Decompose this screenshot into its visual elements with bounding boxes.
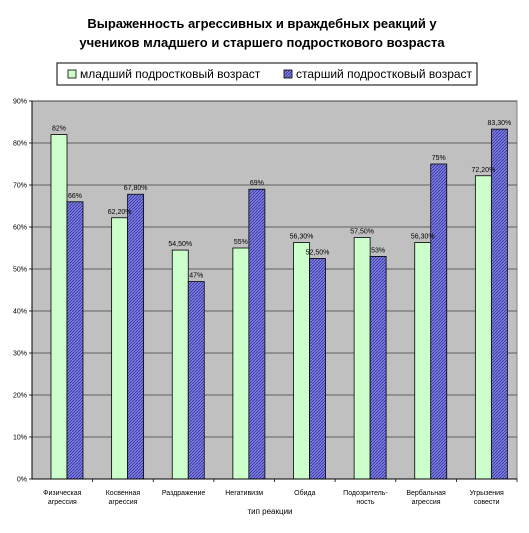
bar-s2-1 — [66, 201, 84, 480]
x-category-label-2-2: агрессия — [108, 499, 137, 506]
bar-s1-5 — [293, 242, 310, 480]
bar-s2-6 — [369, 255, 387, 480]
bar-s2-8 — [490, 128, 508, 480]
bar-s2-7 — [430, 163, 448, 480]
bar-s1-1 — [50, 134, 68, 480]
bar-s1-8 — [474, 175, 492, 480]
y-tick-label-6: 60% — [13, 225, 27, 232]
data-label-s1-7: 56,30% — [411, 234, 435, 241]
data-label-s1-4: 55% — [234, 239, 248, 246]
data-label-s1-5: 56,30% — [290, 234, 314, 241]
legend-label-series-2: старший подростковый возраст — [296, 67, 473, 81]
y-tick-label-3: 30% — [13, 351, 27, 358]
data-label-s1-1: 82% — [52, 126, 66, 133]
x-axis: Физическая агрессия Косвенная агрессия Раздр… — [32, 478, 518, 506]
legend-frame — [56, 62, 478, 86]
y-tick-label-2: 20% — [13, 393, 27, 400]
x-category-label-3-1: Раздражение — [162, 490, 206, 497]
chart-title-line-1: Выраженность агрессивных и враждебных ре… — [87, 16, 437, 31]
x-category-label-8-1: Угрызения — [470, 490, 504, 497]
y-tick-label-5: 50% — [13, 267, 27, 274]
data-label-s2-4: 69% — [250, 180, 264, 187]
x-category-label-6-1: Подозритель- — [343, 490, 388, 497]
y-tick-label-4: 40% — [13, 309, 27, 316]
bars — [50, 128, 508, 480]
x-category-label-8-2: совести — [474, 499, 500, 506]
bar-s2-3 — [187, 281, 205, 480]
data-label-s2-2: 67,80% — [124, 185, 148, 192]
data-label-s1-2: 62,20% — [108, 209, 132, 216]
bar-s1-2 — [111, 217, 129, 480]
bar-s2-2 — [127, 193, 145, 480]
data-label-s2-1: 66% — [68, 193, 82, 200]
y-tick-label-8: 80% — [13, 141, 27, 148]
x-category-label-1-1: Физическая — [43, 490, 82, 497]
bar-s1-3 — [171, 249, 189, 480]
legend: младший подростковый возраст старший под… — [56, 62, 478, 86]
data-label-s2-8: 83,30% — [488, 120, 512, 127]
x-category-label-6-2: ность — [356, 499, 374, 506]
legend-swatch-series-2 — [283, 69, 293, 79]
x-category-label-7-2: агрессия — [412, 499, 441, 506]
data-label-s2-7: 75% — [432, 155, 446, 162]
x-category-label-5-1: Обида — [294, 489, 315, 497]
data-label-s1-6: 57,50% — [350, 229, 374, 236]
data-label-s2-6: 53% — [371, 247, 385, 254]
y-tick-label-1: 10% — [13, 435, 27, 442]
y-tick-label-7: 70% — [13, 183, 27, 190]
data-label-s2-5: 52,50% — [306, 250, 330, 257]
x-axis-label: тип реакции — [247, 507, 292, 516]
bar-s1-4 — [232, 247, 250, 480]
data-label-s1-8: 72,20% — [472, 167, 496, 174]
x-category-label-2-1: Косвенная — [106, 490, 141, 497]
data-label-s1-3: 54,50% — [168, 241, 192, 248]
bar-s2-5 — [309, 258, 326, 480]
x-category-label-4-1: Негативизм — [225, 490, 263, 497]
y-axis: 0% 10% 20% 30% 40% 50% 60% 70% 80% 90% — [13, 99, 33, 484]
legend-swatch-series-1 — [67, 69, 77, 79]
y-tick-label-0: 0% — [17, 477, 27, 484]
bar-s1-6 — [353, 237, 371, 480]
chart-title-line-2: учеников младшего и старшего подростково… — [79, 35, 445, 50]
bar-s2-4 — [248, 188, 266, 480]
data-label-s2-3: 47% — [189, 273, 203, 280]
x-category-label-1-2: агрессия — [48, 499, 77, 506]
x-category-label-7-1: Вербальная — [406, 489, 446, 497]
y-tick-label-9: 90% — [13, 99, 27, 106]
data-labels: 82% 66% 62,20% 67,80% 54,50% 47% 55% 69% 56,30% 5… — [52, 120, 511, 279]
bar-s1-7 — [414, 242, 432, 480]
legend-label-series-1: младший подростковый возраст — [80, 67, 261, 81]
